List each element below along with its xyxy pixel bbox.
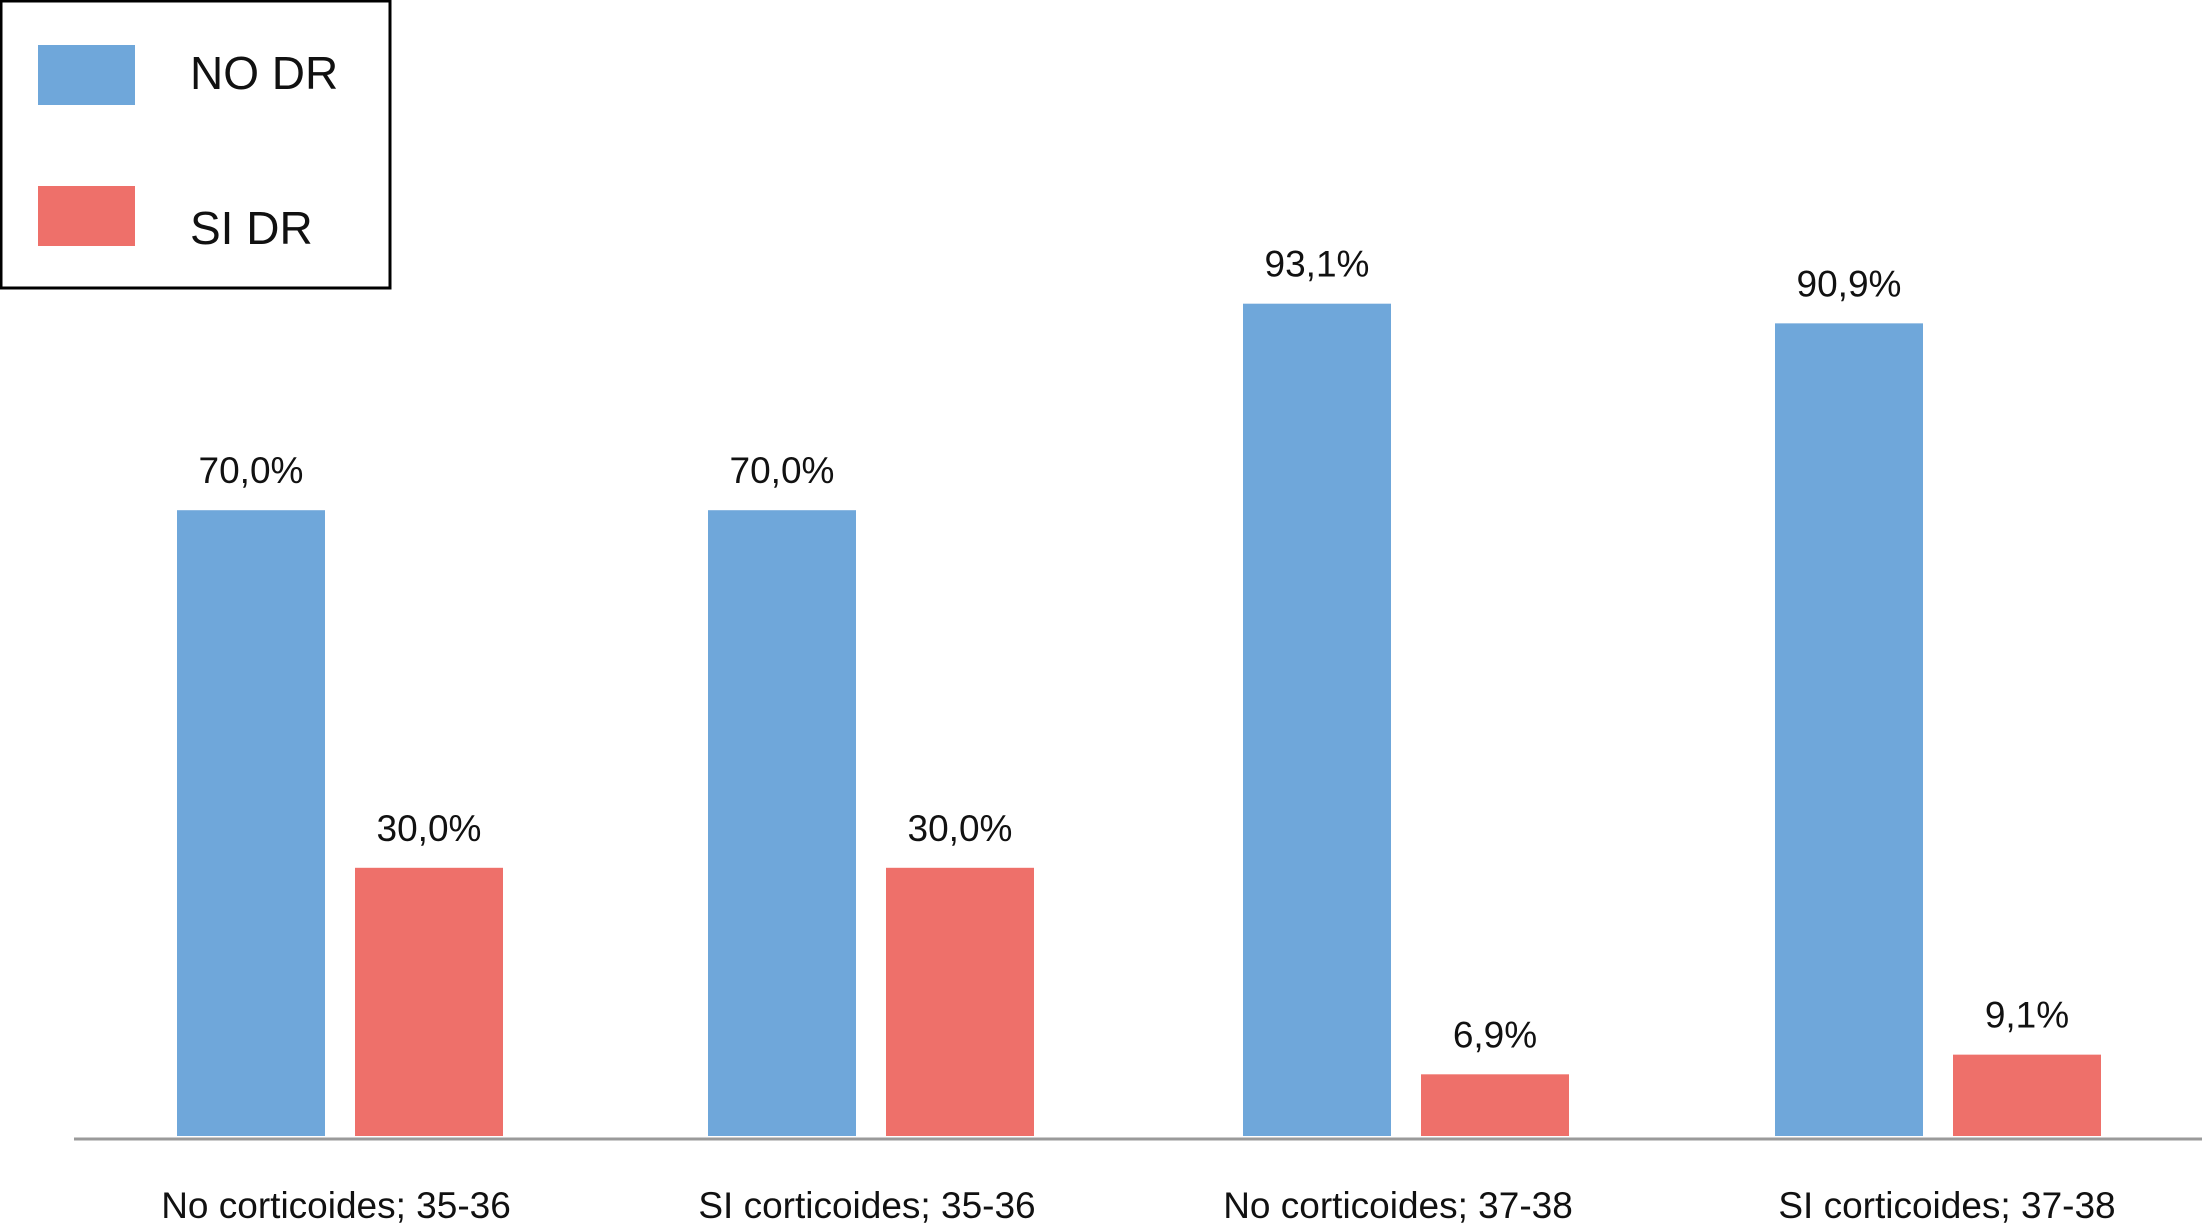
legend-swatch-si-dr xyxy=(38,186,135,246)
bar-si-dr-3 xyxy=(1421,1074,1569,1136)
value-labels-layer: 70,0% 70,0% 93,1% 90,9% 30,0% 30,0% 6,9% 9,1% xyxy=(199,244,2070,1056)
bar-no-dr-3 xyxy=(1243,303,1391,1136)
legend-label-no-dr: NO DR xyxy=(190,47,338,99)
category-label-4: SI corticoides; 37-38 xyxy=(1778,1185,2115,1226)
legend-swatch-no-dr xyxy=(38,45,135,105)
bar-si-dr-4 xyxy=(1953,1054,2101,1136)
bar-si-dr-1 xyxy=(355,867,503,1136)
bar-no-dr-4 xyxy=(1775,323,1923,1136)
category-label-2: SI corticoides; 35-36 xyxy=(698,1185,1035,1226)
value-label-no-dr-2: 70,0% xyxy=(730,450,835,491)
value-label-si-dr-2: 30,0% xyxy=(908,808,1013,849)
category-labels-layer: No corticoides; 35-36 SI corticoides; 35-… xyxy=(161,1185,2115,1226)
value-label-si-dr-1: 30,0% xyxy=(377,808,482,849)
value-label-si-dr-3: 6,9% xyxy=(1453,1014,1537,1055)
category-label-3: No corticoides; 37-38 xyxy=(1223,1185,1573,1226)
value-label-no-dr-1: 70,0% xyxy=(199,450,304,491)
bar-no-dr-2 xyxy=(708,510,856,1136)
value-label-no-dr-4: 90,9% xyxy=(1797,263,1902,304)
value-label-no-dr-3: 93,1% xyxy=(1265,244,1370,285)
value-label-si-dr-4: 9,1% xyxy=(1985,995,2069,1036)
category-label-1: No corticoides; 35-36 xyxy=(161,1185,511,1226)
bar-si-dr-2 xyxy=(886,867,1034,1136)
bar-no-dr-1 xyxy=(177,510,325,1136)
legend: NO DR SI DR xyxy=(0,0,392,290)
legend-label-si-dr: SI DR xyxy=(190,202,313,254)
bars-layer xyxy=(177,303,2101,1136)
